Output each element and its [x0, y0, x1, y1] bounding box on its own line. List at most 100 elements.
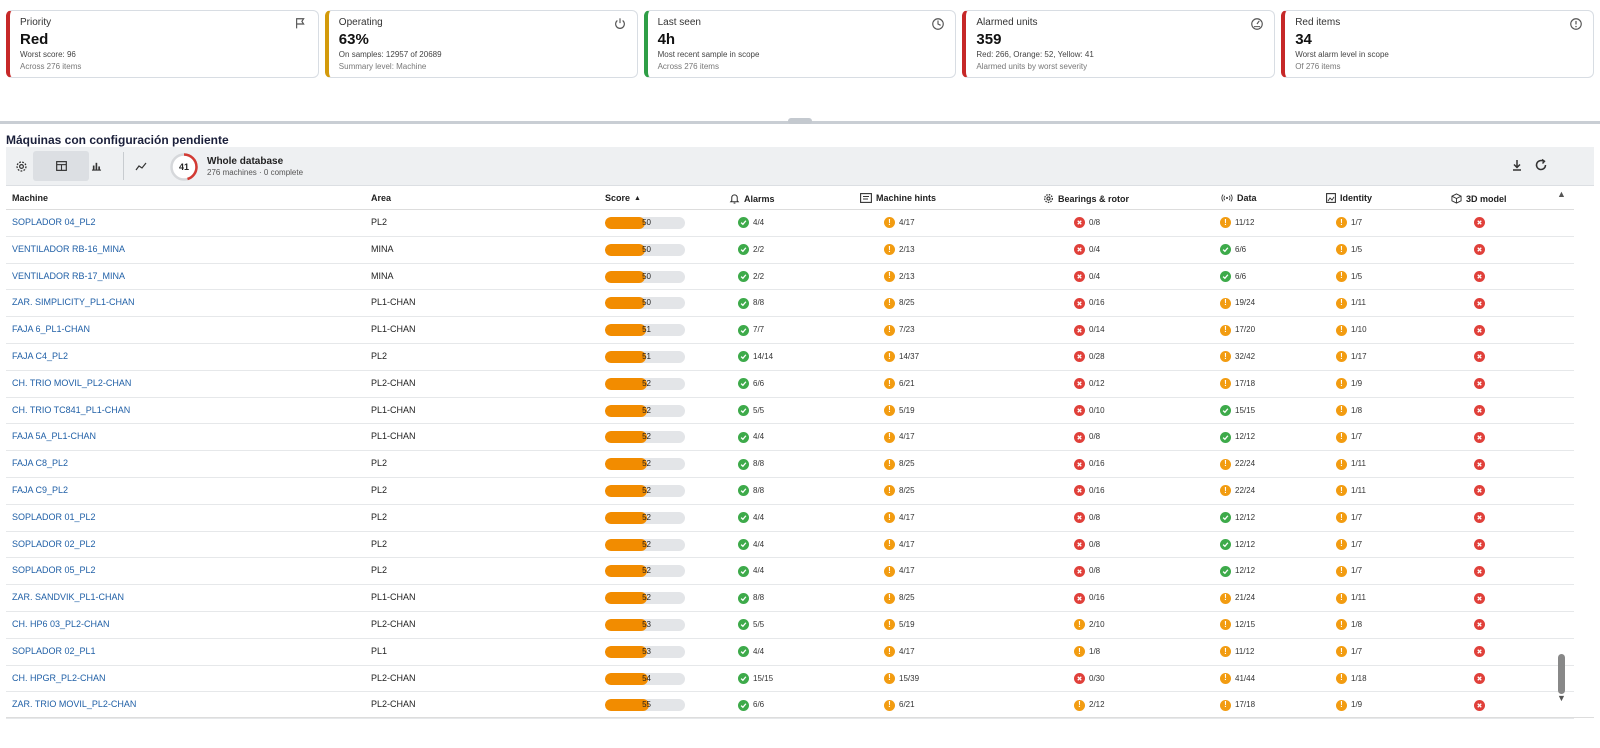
check-circle-icon: [738, 672, 749, 684]
machine-link[interactable]: ZAR. TRIO MOVIL_PL2-CHAN: [12, 699, 137, 710]
hints-status: ! 4/17: [884, 210, 915, 236]
bearings-status: 0/12: [1074, 371, 1105, 397]
table-row[interactable]: CH. TRIO MOVIL_PL2-CHAN PL2-CHAN 52 6/6! 6/2…: [6, 371, 1574, 398]
hints-status: ! 6/21: [884, 692, 915, 718]
table-body: SOPLADOR 04_PL2 PL2 50 4/4! 4/17 0/8! 11/12! 1/…: [6, 210, 1574, 720]
warning-circle-icon: !: [884, 217, 895, 229]
machine-link[interactable]: CH. HP6 03_PL2-CHAN: [12, 618, 110, 629]
col-identity[interactable]: Identity: [1326, 193, 1372, 203]
score-value: 52: [642, 566, 651, 576]
table-row[interactable]: VENTILADOR RB-17_MINA MINA 50 2/2! 2/13 0/4 6/…: [6, 264, 1574, 291]
settings-button[interactable]: [6, 151, 36, 181]
identity-count: 1/7: [1351, 539, 1363, 549]
col-machine-hints[interactable]: Machine hints: [860, 193, 936, 203]
alarms-status: 2/2: [738, 264, 764, 290]
machine-link[interactable]: VENTILADOR RB-16_MINA: [12, 243, 126, 254]
bearings-count: 0/16: [1089, 298, 1105, 308]
hints-count: 6/21: [899, 378, 915, 388]
col-3d-model[interactable]: 3D model: [1451, 193, 1507, 204]
table-row[interactable]: FAJA 5A_PL1-CHAN PL1-CHAN 52 4/4! 4/17 0/8 12/…: [6, 424, 1574, 452]
machine-link[interactable]: CH. HPGR_PL2-CHAN: [12, 672, 106, 683]
alarms-status: 5/5: [738, 398, 764, 424]
split-handle[interactable]: [788, 118, 812, 124]
bearings-status: 0/16: [1074, 585, 1105, 611]
warning-circle-icon: !: [1220, 217, 1231, 229]
scroll-thumb[interactable]: [1558, 654, 1565, 694]
table-row[interactable]: SOPLADOR 05_PL2 PL2 52 4/4! 4/17 0/8 12/12! 1/7: [6, 558, 1574, 586]
machine-link[interactable]: CH. TRIO TC841_PL1-CHAN: [12, 404, 131, 415]
machine-link[interactable]: CH. TRIO MOVIL_PL2-CHAN: [12, 377, 132, 388]
trend-view-button[interactable]: [126, 151, 156, 181]
table-row[interactable]: FAJA 6_PL1-CHAN PL1-CHAN 51 7/7! 7/23 0/14! 17…: [6, 317, 1574, 344]
table-row[interactable]: ZAR. SIMPLICITY_PL1-CHAN PL1-CHAN 50 8/8! 8/…: [6, 290, 1574, 318]
alarms-status: 6/6: [738, 371, 764, 397]
table-row[interactable]: SOPLADOR 02_PL2 PL2 52 4/4! 4/17 0/8 12/12! 1/7: [6, 532, 1574, 559]
bearings-count: 2/12: [1089, 700, 1105, 710]
machine-link[interactable]: ZAR. SIMPLICITY_PL1-CHAN: [12, 297, 135, 308]
table-row[interactable]: ZAR. SANDVIK_PL1-CHAN PL1-CHAN 52 8/8! 8/25 0…: [6, 585, 1574, 612]
warning-circle-icon: !: [1220, 458, 1231, 470]
table-row[interactable]: SOPLADOR 04_PL2 PL2 50 4/4! 4/17 0/8! 11/12! 1/…: [6, 210, 1574, 237]
col-score[interactable]: Score ▲: [605, 193, 641, 203]
machine-link[interactable]: FAJA C9_PL2: [12, 484, 69, 495]
data-count: 22/24: [1235, 485, 1256, 495]
bar-chart-view-button[interactable]: [81, 151, 111, 181]
scope-subtitle: 276 machines · 0 complete: [207, 168, 304, 177]
score-bar-fill: [605, 645, 647, 658]
identity-status: ! 1/9: [1336, 692, 1362, 718]
hints-count: 7/23: [899, 325, 915, 335]
warning-circle-icon: !: [884, 431, 895, 443]
machine-link[interactable]: SOPLADOR 05_PL2: [12, 565, 96, 576]
error-circle-icon: [1074, 404, 1085, 416]
error-circle-icon: [1474, 244, 1485, 256]
alarms-status: 8/8: [738, 478, 764, 504]
machine-link[interactable]: FAJA 5A_PL1-CHAN: [12, 431, 97, 442]
card-footer: Across 276 items: [20, 62, 82, 71]
table-view-button[interactable]: [33, 151, 89, 181]
download-icon[interactable]: [1509, 157, 1525, 173]
table-row[interactable]: FAJA C9_PL2 PL2 52 8/8! 8/25 0/16! 22/24! 1/11: [6, 478, 1574, 505]
identity-icon: [1326, 193, 1336, 203]
machine-link[interactable]: FAJA C4_PL2: [12, 350, 69, 361]
toolbar: 41 Whole database 276 machines · 0 compl…: [6, 147, 1594, 186]
bearings-status: 0/8: [1074, 532, 1100, 558]
summary-card-red-items: Red items 34 Worst alarm level in scope Of …: [1281, 10, 1594, 78]
error-circle-icon: [1474, 217, 1485, 229]
table-row[interactable]: ZAR. TRIO MOVIL_PL2-CHAN PL2-CHAN 55 6/6! 6/…: [6, 692, 1574, 720]
error-circle-icon: [1474, 458, 1485, 470]
table-row[interactable]: FAJA C4_PL2 PL2 51 14/14! 14/37 0/28! 32/42! 1/…: [6, 344, 1574, 371]
score-bar: 52: [605, 404, 685, 417]
table-row[interactable]: CH. HPGR_PL2-CHAN PL2-CHAN 54 15/15! 15/39 0/…: [6, 666, 1574, 693]
machines-panel: Máquinas con configuración pendiente 41 …: [6, 131, 1594, 720]
alarms-count: 15/15: [753, 673, 774, 683]
check-circle-icon: [1220, 512, 1231, 524]
machine-link[interactable]: ZAR. SANDVIK_PL1-CHAN: [12, 592, 125, 603]
col-data[interactable]: Data: [1221, 193, 1257, 203]
table-row[interactable]: FAJA C8_PL2 PL2 52 8/8! 8/25 0/16! 22/24! 1/11: [6, 451, 1574, 478]
check-circle-icon: [738, 458, 749, 470]
col-alarms[interactable]: Alarms: [729, 193, 775, 204]
scroll-down-arrow[interactable]: ▼: [1557, 693, 1566, 703]
machine-link[interactable]: FAJA 6_PL1-CHAN: [12, 324, 91, 335]
machine-link[interactable]: FAJA C8_PL2: [12, 458, 69, 469]
table-row[interactable]: CH. TRIO TC841_PL1-CHAN PL1-CHAN 52 5/5! 5/1…: [6, 398, 1574, 425]
machine-link[interactable]: SOPLADOR 01_PL2: [12, 511, 96, 522]
refresh-icon[interactable]: [1533, 157, 1549, 173]
machine-link[interactable]: SOPLADOR 04_PL2: [12, 217, 96, 227]
col-bearings-rotor[interactable]: Bearings & rotor: [1043, 193, 1129, 204]
table-row[interactable]: SOPLADOR 01_PL2 PL2 52 4/4! 4/17 0/8 12/12! 1/7: [6, 505, 1574, 532]
col-machine[interactable]: Machine: [12, 193, 49, 203]
machine-link[interactable]: SOPLADOR 02_PL2: [12, 538, 96, 549]
model-status: [1474, 532, 1485, 558]
col-area[interactable]: Area: [371, 193, 392, 203]
table-row[interactable]: VENTILADOR RB-16_MINA MINA 50 2/2! 2/13 0/4 6/…: [6, 237, 1574, 264]
scope-title[interactable]: Whole database: [207, 156, 284, 167]
table-row[interactable]: SOPLADOR 02_PL1 PL1 53 4/4! 4/17! 1/8! 11/12! 1…: [6, 639, 1574, 666]
score-bar: 52: [605, 377, 685, 390]
machine-link[interactable]: SOPLADOR 02_PL1: [12, 645, 96, 656]
scroll-up-arrow[interactable]: ▲: [1557, 189, 1566, 199]
warning-circle-icon: !: [1220, 646, 1231, 658]
table-scrollbar[interactable]: ▲ ▼: [1556, 189, 1568, 719]
machine-link[interactable]: VENTILADOR RB-17_MINA: [12, 270, 126, 281]
table-row[interactable]: CH. HP6 03_PL2-CHAN PL2-CHAN 53 5/5! 5/19! 2/…: [6, 612, 1574, 639]
